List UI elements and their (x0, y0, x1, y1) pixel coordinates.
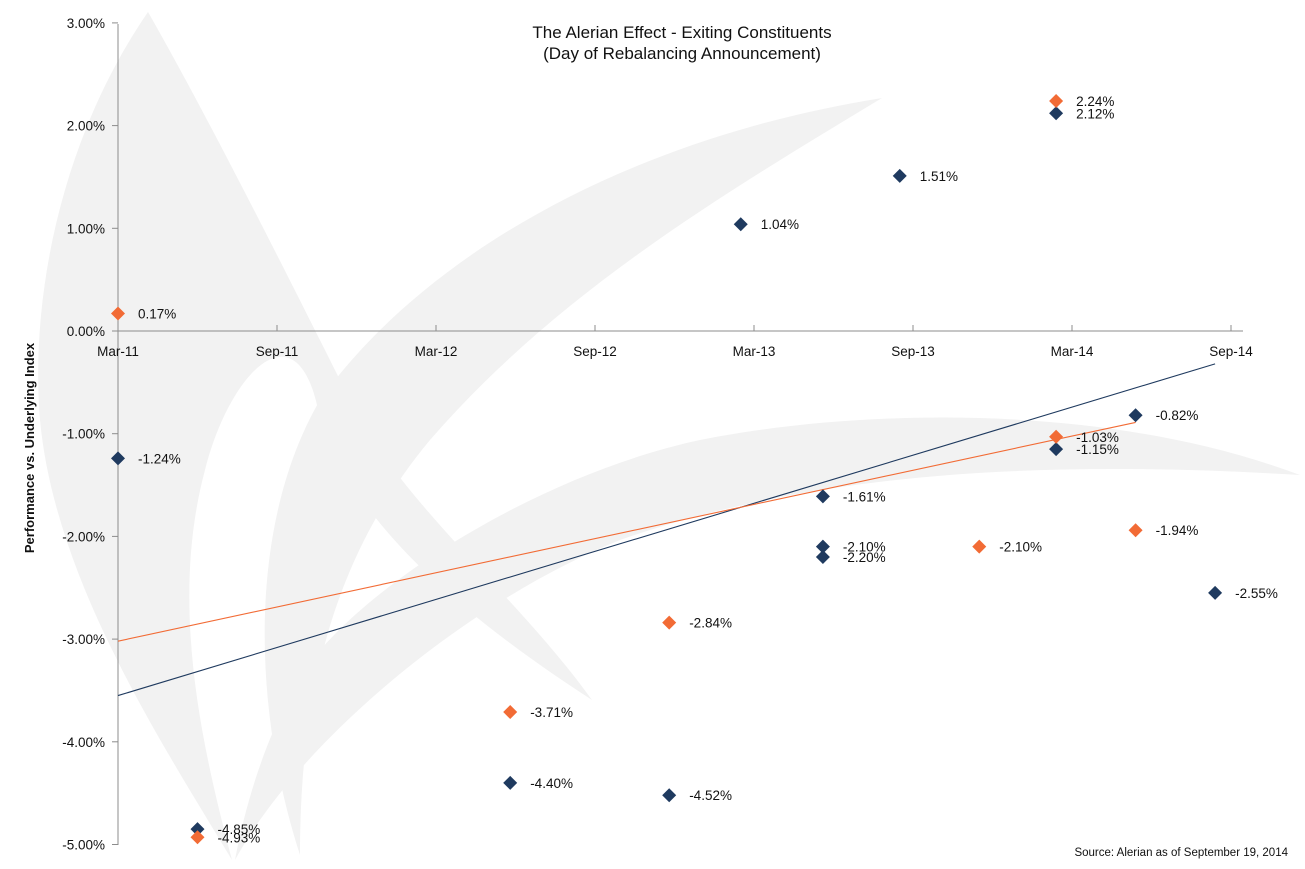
y-axis-ticks: 3.00% 2.00% 1.00% 0.00% -1.00% -2.00% -3.00% -4… (62, 16, 118, 853)
y-tick-label: -5.00% (62, 838, 105, 853)
x-tick-label: Sep-12 (573, 344, 617, 359)
x-axis-ticks: Mar-11 Sep-11 Mar-12 Sep-12 Mar-13 Sep-13 Mar-… (97, 325, 1253, 359)
x-tick-label: Mar-11 (97, 344, 139, 359)
data-labels: -1.24% -4.85% -4.40% -4.52% 1.04% -1.61% -2.10… (138, 94, 1278, 845)
orange-series-data-label: -1.03% (1076, 430, 1119, 445)
orange-series-point[interactable] (1049, 429, 1064, 444)
x-tick-label: Mar-13 (733, 344, 776, 359)
navy-series-data-label: 1.51% (920, 169, 958, 184)
trendlines (117, 363, 1216, 697)
watermark-shape-bottom (235, 417, 1300, 860)
navy-series-trendline (117, 363, 1216, 697)
navy-series-point[interactable] (662, 788, 677, 803)
navy-series-data-label: -4.85% (218, 822, 261, 837)
y-tick-label: 3.00% (67, 16, 105, 31)
watermark-logo (38, 12, 1300, 860)
watermark-shape-top (264, 98, 882, 855)
orange-series-point[interactable] (972, 539, 987, 554)
navy-series-data-label: -1.15% (1076, 442, 1119, 457)
x-tick-label: Mar-12 (415, 344, 458, 359)
navy-series-point[interactable] (503, 775, 518, 790)
navy-series-data-label: -0.82% (1156, 408, 1199, 423)
navy-series-data-label: -4.40% (530, 776, 573, 791)
orange-series-data-label: -2.10% (999, 540, 1042, 555)
y-tick-label: -2.00% (62, 529, 105, 544)
navy-series-point[interactable] (1049, 106, 1064, 121)
watermark-shape-left (38, 12, 593, 860)
y-tick-label: -1.00% (62, 427, 105, 442)
navy-series-data-label: -2.55% (1235, 586, 1278, 601)
orange-series-point[interactable] (1049, 93, 1064, 108)
navy-series-data-label: -2.20% (843, 550, 886, 565)
navy-series-point[interactable] (1049, 442, 1064, 457)
orange-series-point[interactable] (1128, 523, 1143, 538)
y-tick-label: -4.00% (62, 735, 105, 750)
navy-series-data-label: -2.10% (843, 540, 886, 555)
y-tick-label: 1.00% (67, 221, 105, 236)
navy-series-data-label: -1.61% (843, 489, 886, 504)
navy-series-point[interactable] (1208, 585, 1223, 600)
navy-series-point[interactable] (815, 539, 830, 554)
navy-series-point[interactable] (1128, 408, 1143, 423)
chart-title: The Alerian Effect - Exiting Constituent… (532, 23, 831, 42)
navy-series-point[interactable] (111, 451, 125, 466)
x-tick-label: Sep-11 (256, 344, 299, 359)
orange-series-data-label: 0.17% (138, 307, 176, 322)
navy-series-point[interactable] (190, 822, 205, 837)
orange-series-point[interactable] (190, 830, 205, 845)
y-tick-label: -3.00% (62, 632, 105, 647)
orange-series-point[interactable] (662, 615, 677, 630)
orange-series-point[interactable] (503, 705, 518, 720)
navy-series-point[interactable] (733, 217, 748, 232)
data-points (111, 93, 1223, 845)
x-tick-label: Sep-14 (1209, 344, 1253, 359)
orange-series-data-label: -4.93% (218, 830, 261, 845)
y-tick-label: 2.00% (67, 119, 105, 134)
x-tick-label: Mar-14 (1051, 344, 1094, 359)
navy-series-point[interactable] (892, 168, 907, 183)
orange-series-trendline (117, 421, 1136, 642)
y-tick-label: 0.00% (67, 324, 105, 339)
x-tick-label: Sep-13 (891, 344, 935, 359)
source-note: Source: Alerian as of September 19, 2014 (1074, 847, 1288, 859)
navy-series-data-label: -4.52% (689, 788, 732, 803)
orange-series-data-label: -2.84% (689, 616, 732, 631)
navy-series-point[interactable] (815, 489, 830, 504)
navy-series-point[interactable] (815, 549, 830, 564)
orange-series-data-label: 2.24% (1076, 94, 1114, 109)
orange-series-data-label: -3.71% (530, 705, 573, 720)
orange-series-point[interactable] (111, 306, 125, 321)
navy-series-data-label: 2.12% (1076, 106, 1114, 121)
navy-series-data-label: -1.24% (138, 451, 181, 466)
navy-series-data-label: 1.04% (761, 217, 799, 232)
orange-series-data-label: -1.94% (1156, 523, 1199, 538)
chart-subtitle: (Day of Rebalancing Announcement) (543, 44, 821, 63)
y-axis-title: Performance vs. Underlying Index (22, 342, 37, 553)
